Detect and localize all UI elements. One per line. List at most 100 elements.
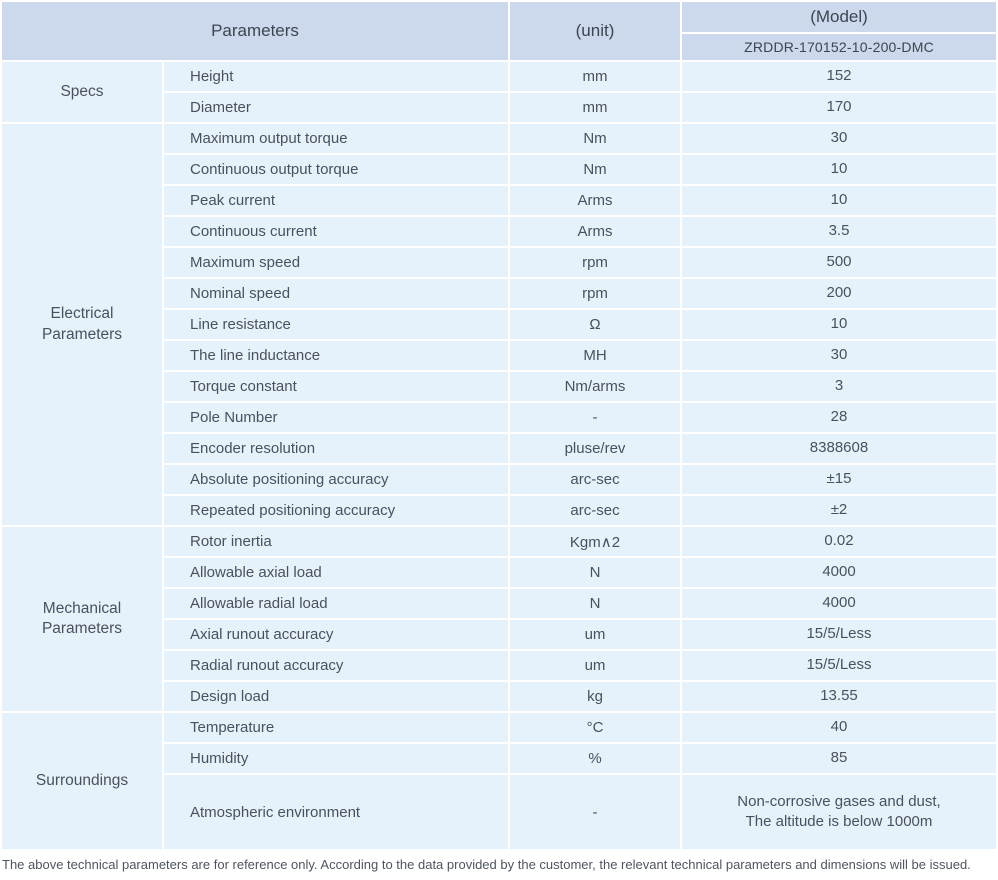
value-cell: 3 [682, 372, 996, 401]
table-row: Allowable radial load N 4000 [2, 589, 996, 618]
param-cell: Pole Number [164, 403, 508, 432]
value-cell: Non-corrosive gases and dust, The altitu… [682, 775, 996, 849]
param-cell: Repeated positioning accuracy [164, 496, 508, 525]
value-cell: ±2 [682, 496, 996, 525]
value-cell: 3.5 [682, 217, 996, 246]
unit-cell: pluse/rev [510, 434, 680, 463]
value-cell: 10 [682, 186, 996, 215]
table-row: Radial runout accuracy um 15/5/Less [2, 651, 996, 680]
table-body: Specs Height mm 152 Diameter mm 170 Electrical … [2, 62, 996, 849]
value-cell: 10 [682, 155, 996, 184]
param-cell: Nominal speed [164, 279, 508, 308]
table-row: Repeated positioning accuracy arc-sec ±2 [2, 496, 996, 525]
table-row: Maximum speed rpm 500 [2, 248, 996, 277]
footnote: The above technical parameters are for r… [2, 857, 971, 872]
value-cell: 40 [682, 713, 996, 742]
value-cell: 4000 [682, 589, 996, 618]
unit-cell: arc-sec [510, 496, 680, 525]
table-row: Humidity% 85 [2, 744, 996, 773]
table-row: The line inductance MH 30 [2, 341, 996, 370]
param-cell: Humidity [164, 744, 508, 773]
model-number: ZRDDR-170152-10-200-DMC [682, 34, 996, 60]
section-label: Electrical Parameters [2, 124, 162, 525]
param-cell: Rotor inertia [164, 527, 508, 556]
value-cell: 28 [682, 403, 996, 432]
param-cell: Peak current [164, 186, 508, 215]
unit-header: (unit) [510, 2, 680, 60]
section-label: Surroundings [2, 713, 162, 849]
unit-cell: kg [510, 682, 680, 711]
value-cell: 500 [682, 248, 996, 277]
unit-cell: % [510, 744, 680, 773]
table-row: Pole Number -28 [2, 403, 996, 432]
value-cell: 30 [682, 124, 996, 153]
value-cell: 10 [682, 310, 996, 339]
param-cell: Atmospheric environment [164, 775, 508, 849]
value-cell: 15/5/Less [682, 620, 996, 649]
value-cell: ±15 [682, 465, 996, 494]
table-row: Encoder resolution pluse/rev 8388608 [2, 434, 996, 463]
table-row: Continuous output torque Nm 10 [2, 155, 996, 184]
table-row: Surroundings Temperature °C 40 [2, 713, 996, 849]
param-cell: Maximum output torque [164, 124, 508, 153]
unit-cell: mm [510, 62, 680, 91]
param-cell: Maximum speed [164, 248, 508, 277]
table-row: Mechanical Parameters Rotor inertia Kgm∧2 0… [2, 527, 996, 711]
param-cell: Absolute positioning accuracy [164, 465, 508, 494]
unit-cell: Nm [510, 155, 680, 184]
unit-cell: N [510, 558, 680, 587]
unit-cell: Ω [510, 310, 680, 339]
param-cell: Design load [164, 682, 508, 711]
spec-table: Parameters (unit) (Model) ZRDDR-170152-1… [0, 0, 998, 851]
table-row: Peak current Arms 10 [2, 186, 996, 215]
value-cell: 15/5/Less [682, 651, 996, 680]
table-row: Line resistance Ω 10 [2, 310, 996, 339]
unit-cell: °C [510, 713, 680, 742]
unit-cell: mm [510, 93, 680, 122]
table-row: Absolute positioning accuracy arc-sec ±15 [2, 465, 996, 494]
unit-cell: - [510, 775, 680, 849]
param-cell: Radial runout accuracy [164, 651, 508, 680]
param-cell: The line inductance [164, 341, 508, 370]
value-cell: 200 [682, 279, 996, 308]
unit-cell: Nm [510, 124, 680, 153]
param-cell: Allowable axial load [164, 558, 508, 587]
param-cell: Allowable radial load [164, 589, 508, 618]
value-cell: 85 [682, 744, 996, 773]
table-row: Allowable axial load N 4000 [2, 558, 996, 587]
param-cell: Diameter [164, 93, 508, 122]
section-label: Mechanical Parameters [2, 527, 162, 711]
value-cell: 170 [682, 93, 996, 122]
table-row: Axial runout accuracy um 15/5/Less [2, 620, 996, 649]
unit-cell: rpm [510, 248, 680, 277]
table-row: Specs Height mm 152 [2, 62, 996, 122]
unit-cell: um [510, 620, 680, 649]
param-cell: Axial runout accuracy [164, 620, 508, 649]
table-row: Torque constant Nm/arms 3 [2, 372, 996, 401]
param-cell: Encoder resolution [164, 434, 508, 463]
unit-cell: N [510, 589, 680, 618]
model-header: (Model) [682, 2, 996, 32]
value-cell: 8388608 [682, 434, 996, 463]
unit-cell: arc-sec [510, 465, 680, 494]
parameters-header: Parameters [2, 2, 508, 60]
table-header: Parameters (unit) (Model) ZRDDR-170152-1… [2, 2, 996, 60]
value-cell: 4000 [682, 558, 996, 587]
value-cell: 13.55 [682, 682, 996, 711]
table-row: Atmospheric environment - Non-corrosive ga… [2, 775, 996, 849]
param-cell: Torque constant [164, 372, 508, 401]
table-row: Diameter mm 170 [2, 93, 996, 122]
table-row: Electrical Parameters Maximum output torq… [2, 124, 996, 525]
unit-cell: rpm [510, 279, 680, 308]
unit-cell: Nm/arms [510, 372, 680, 401]
unit-cell: - [510, 403, 680, 432]
unit-cell: um [510, 651, 680, 680]
value-cell: 30 [682, 341, 996, 370]
unit-cell: Arms [510, 217, 680, 246]
param-cell: Continuous current [164, 217, 508, 246]
section-label: Specs [2, 62, 162, 122]
unit-cell: Arms [510, 186, 680, 215]
table-row: Design load kg 13.55 [2, 682, 996, 711]
param-cell: Temperature [164, 713, 508, 742]
